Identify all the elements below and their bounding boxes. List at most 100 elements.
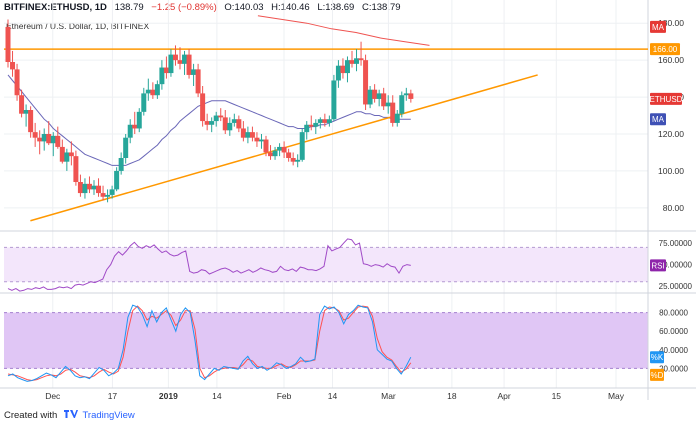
indicator-bands	[4, 246, 648, 369]
ma-slow-tag-text: MA	[652, 23, 665, 32]
rsi-tag: RSI	[650, 259, 666, 272]
x-tick-label: 14	[328, 391, 338, 401]
candle-body	[195, 69, 201, 94]
pane-dividers	[0, 0, 696, 400]
candle-body	[249, 132, 255, 138]
candle-body	[37, 137, 43, 142]
price-change: −1.25 (−0.89%)	[151, 2, 217, 13]
rsi-band	[4, 247, 648, 282]
candle-body	[381, 93, 387, 107]
candle-body	[77, 182, 83, 194]
candle-body	[231, 119, 237, 123]
candle-body	[150, 89, 156, 96]
candle-body	[218, 115, 224, 118]
y-tick-label: 160.00	[658, 55, 684, 65]
candle-body	[363, 60, 369, 105]
candle-body	[136, 111, 142, 129]
y-tick-label: 100.00	[658, 166, 684, 176]
tradingview-logo-icon	[63, 410, 78, 418]
candle-body	[376, 93, 382, 99]
candle-body	[82, 183, 88, 194]
stoch-tick-label: 60.0000	[659, 327, 688, 336]
close-value: C:138.79	[361, 2, 401, 13]
stoch-k-tag-text: %K	[651, 353, 664, 362]
slow-ma-group	[257, 15, 430, 46]
stoch-d-tag-text: %D	[651, 371, 664, 380]
stoch-tick-label: 20.0000	[659, 364, 688, 373]
candle-body	[118, 158, 124, 171]
candle-body	[349, 60, 355, 64]
open-value: O:140.03	[224, 2, 264, 13]
x-tick-label: Mar	[381, 391, 396, 401]
ma-slow-tag: MA	[650, 20, 666, 33]
ma-fast-tag-bg	[650, 113, 666, 126]
candle-body	[86, 183, 92, 190]
x-tick-label: 2019	[159, 391, 178, 401]
created-with-label: Created with	[4, 410, 58, 421]
candle-body	[322, 119, 328, 123]
candle-body	[91, 185, 97, 190]
chart-header: BITFINEX:ETHUSD, 1D 138.79 −1.25 (−0.89%…	[4, 2, 401, 13]
candle-body	[105, 194, 111, 197]
y-tick-label: 80.00	[663, 203, 685, 213]
x-tick-label: 18	[447, 391, 457, 401]
footer: Created with TradingView	[4, 409, 135, 421]
ethusd-tag-text: ETHUSD	[650, 95, 683, 104]
tradingview-brand[interactable]: TradingView	[82, 410, 135, 421]
candle-body	[5, 26, 11, 62]
ethusd-tag: ETHUSD	[650, 92, 683, 105]
x-tick-label: 15	[552, 391, 562, 401]
candle-body	[96, 185, 102, 194]
candle-body	[50, 135, 56, 144]
resistance-tag: 166.00	[650, 43, 680, 56]
rsi-tick-label: 50.00000	[659, 261, 693, 270]
candle-body	[46, 134, 52, 144]
x-tick-label: Dec	[45, 391, 61, 401]
candle-body	[168, 54, 174, 74]
rsi-tick-label: 75.00000	[659, 239, 693, 248]
candle-body	[10, 62, 16, 70]
candle-body	[28, 110, 34, 133]
candle-body	[227, 122, 233, 131]
candle-body	[114, 170, 120, 190]
candle-body	[408, 93, 414, 99]
candle-body	[109, 189, 115, 195]
symbol-label: BITFINEX:ETHUSD, 1D	[4, 2, 107, 13]
stoch-band	[4, 312, 648, 369]
fast-ma-group	[7, 74, 411, 166]
candle-body	[64, 152, 70, 162]
candle-body	[163, 67, 169, 74]
ethusd-tag-bg	[650, 92, 682, 105]
candle-body	[100, 193, 106, 197]
candle-body	[344, 60, 350, 74]
stoch-k-tag: %K	[650, 351, 664, 364]
candle-body	[268, 152, 274, 157]
candle-body	[272, 150, 278, 157]
slow-ma-line	[257, 15, 430, 46]
x-tick-label: Apr	[497, 391, 510, 401]
candle-body	[19, 95, 25, 114]
rsi-line	[7, 238, 411, 292]
candles-group	[5, 19, 414, 203]
candle-body	[55, 135, 61, 147]
stoch-d-tag: %D	[650, 368, 664, 381]
candle-body	[159, 67, 165, 85]
rsi-tag-text: RSI	[651, 261, 664, 270]
candle-body	[68, 152, 74, 157]
stoch-k-tag-bg	[650, 351, 664, 364]
candle-body	[141, 93, 147, 112]
candle-body	[317, 119, 323, 123]
high-value: H:140.46	[271, 2, 310, 13]
candle-body	[304, 124, 310, 133]
candle-body	[14, 69, 20, 96]
candle-body	[254, 137, 260, 142]
resistance-tag-text: 166.00	[653, 45, 678, 54]
low-value: L:138.69	[317, 2, 355, 13]
x-axis-labels: Dec 17 2019 14 Feb 14 Mar 18 Apr 15 May	[45, 391, 625, 401]
candle-body	[340, 65, 346, 74]
candle-body	[172, 54, 178, 61]
candle-body	[394, 113, 400, 123]
candle-body	[367, 89, 373, 105]
candle-body	[123, 137, 129, 158]
